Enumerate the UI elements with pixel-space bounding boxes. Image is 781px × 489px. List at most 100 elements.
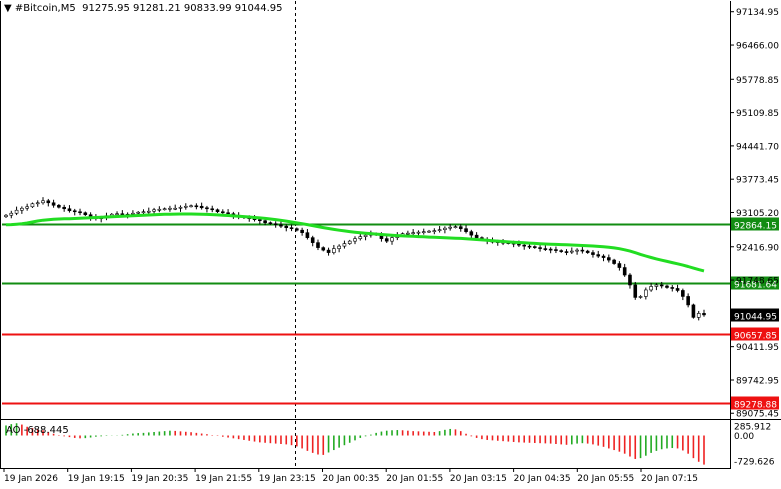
candle-body	[338, 246, 341, 248]
ao-tick-label: 285.912	[734, 423, 771, 433]
candle-body	[168, 208, 171, 209]
x-tick-label: 19 Jan 2026	[4, 474, 58, 484]
candle-body	[205, 208, 208, 209]
candle-body	[216, 210, 219, 212]
candle-body	[422, 232, 425, 233]
level-label: 92864.15	[734, 222, 777, 232]
ohlc-readout: #Bitcoin,M5 91275.95 91281.21 90833.99 9…	[15, 3, 283, 14]
candle-body	[692, 305, 695, 317]
candle-body	[449, 227, 452, 228]
candle-body	[84, 213, 87, 215]
candle-body	[332, 249, 335, 253]
candle-body	[131, 213, 134, 214]
level-lines: 92864.15 91681.64 90657.85 89278.88 91044.95	[2, 218, 779, 411]
candle-body	[36, 203, 39, 204]
candle-body	[581, 250, 584, 251]
candle-body	[597, 255, 600, 256]
candle-body	[628, 275, 631, 285]
candle-body	[20, 208, 23, 210]
candle-body	[73, 211, 76, 212]
x-tick-label: 19 Jan 23:15	[259, 474, 316, 484]
candle-body	[533, 247, 536, 248]
candle-body	[459, 227, 462, 229]
candle-body	[438, 230, 441, 231]
candle-body	[269, 223, 272, 224]
y-tick-label: 89075.45	[736, 410, 779, 420]
x-tick-label: 19 Jan 21:55	[195, 474, 252, 484]
x-tick-label: 20 Jan 07:15	[641, 474, 698, 484]
y-tick-label: 94441.70	[736, 142, 779, 152]
candle-body	[650, 286, 653, 289]
candle-body	[560, 251, 563, 252]
symbol-header: ▼ #Bitcoin,M5 91275.95 91281.21 90833.99…	[4, 3, 282, 14]
candle-body	[68, 209, 71, 211]
candle-body	[618, 264, 621, 268]
candle-body	[121, 214, 124, 215]
candle-body	[147, 211, 150, 212]
candle-body	[5, 215, 8, 216]
candle-body	[433, 231, 436, 232]
candle-body	[137, 212, 140, 213]
candle-body	[470, 232, 473, 235]
candle-body	[554, 250, 557, 251]
candle-body	[306, 233, 309, 238]
candle-body	[623, 268, 626, 275]
candle-body	[42, 201, 45, 203]
candle-body	[602, 256, 605, 257]
candle-body	[184, 206, 187, 207]
candle-body	[517, 244, 520, 245]
candle-body	[348, 241, 351, 243]
candle-body	[301, 230, 304, 232]
candle-body	[295, 229, 298, 230]
candle-body	[190, 206, 193, 207]
candle-body	[31, 204, 34, 207]
y-tick-label: 93105.20	[736, 209, 779, 219]
candle-body	[639, 296, 642, 297]
candle-body	[576, 250, 579, 251]
candle-body	[665, 286, 668, 287]
candle-body	[528, 246, 531, 247]
candle-body	[412, 233, 415, 234]
candle-body	[311, 238, 314, 243]
ao-indicator	[6, 423, 704, 464]
candle-body	[607, 258, 610, 260]
candle-body	[359, 237, 362, 239]
candle-body	[79, 212, 82, 213]
y-tick-label: 90411.95	[736, 343, 779, 353]
candle-body	[364, 235, 367, 236]
y-tick-label: 97134.95	[736, 8, 779, 18]
dropdown-arrow-icon[interactable]: ▼	[4, 3, 12, 14]
candle-body	[52, 203, 55, 205]
candle-body	[47, 201, 50, 203]
candle-body	[385, 239, 388, 241]
candle-body	[354, 239, 357, 241]
candle-body	[327, 250, 330, 252]
candle-body	[644, 290, 647, 296]
candle-body	[523, 245, 526, 246]
y-tick-label: 95109.85	[736, 109, 779, 119]
candle-body	[316, 243, 319, 248]
candle-body	[417, 232, 420, 233]
axis-labels: 97134.95 96466.00 95778.85 95109.85 94441.70…	[4, 8, 779, 484]
candle-body	[549, 249, 552, 250]
candle-body	[174, 208, 177, 209]
candle-body	[227, 213, 230, 214]
candle-body	[158, 209, 161, 210]
y-tick-label: 93773.45	[736, 176, 779, 186]
y-tick-label: 96466.00	[736, 42, 779, 52]
candle-body	[195, 206, 198, 207]
candle-body	[428, 231, 431, 232]
x-tick-label: 20 Jan 05:55	[577, 474, 634, 484]
candle-body	[163, 209, 166, 210]
x-tick-label: 20 Jan 00:35	[323, 474, 380, 484]
candle-body	[285, 226, 288, 227]
ao-header: AO -688.445	[6, 425, 69, 436]
y-tick-label: 89742.95	[736, 376, 779, 386]
candle-body	[322, 248, 325, 250]
candle-body	[660, 285, 663, 286]
candle-body	[10, 213, 13, 215]
candle-body	[454, 227, 457, 228]
y-tick-label: 95778.85	[736, 76, 779, 86]
candle-body	[544, 249, 547, 250]
